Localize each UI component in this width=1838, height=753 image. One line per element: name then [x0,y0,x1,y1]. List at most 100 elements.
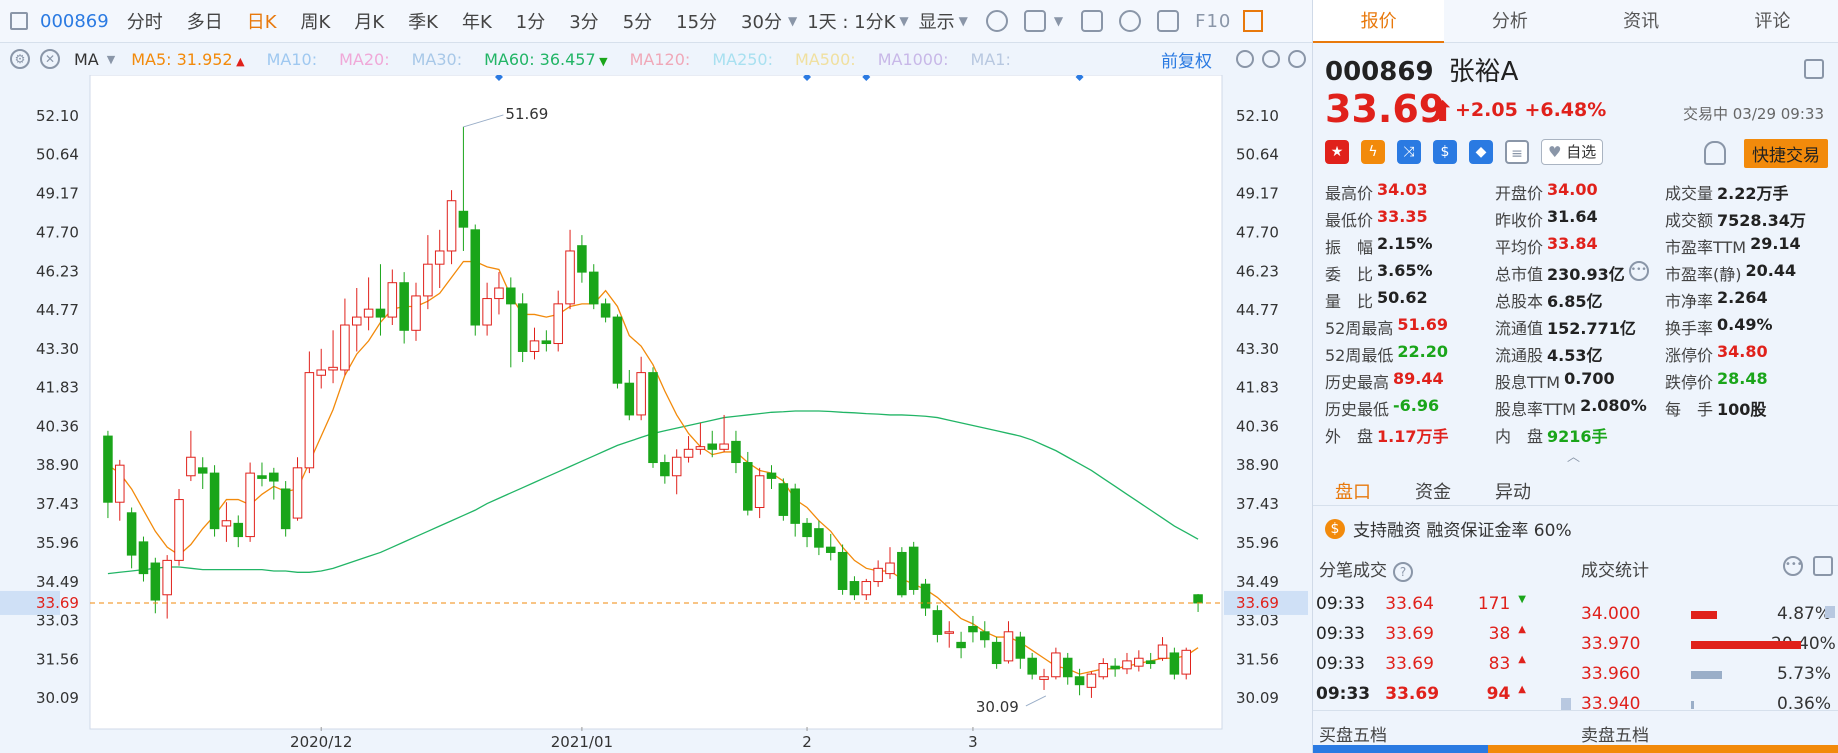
tab-funds[interactable]: 资金 [1415,482,1451,503]
quote-value: 0.49% [1717,314,1773,334]
more-icon[interactable]: ••• [1783,556,1803,576]
zoom-in-icon[interactable] [1288,50,1306,68]
trades-title: 分笔成交? [1319,556,1413,582]
stat-bar [1691,701,1771,709]
close-icon[interactable]: ✕ [40,49,60,69]
quote-cell: 换手率 0.49% [1665,315,1835,339]
tab-3min[interactable]: 3分 [569,12,599,33]
kline-svg[interactable]: 52.10 52.10 50.64 50.64 49.17 49.17 47.70 47.70… [0,75,1312,753]
candle-body [1193,594,1203,604]
quick-trade-button[interactable]: 快捷交易 [1744,139,1828,168]
quote-value: 230.93亿 [1547,264,1625,284]
price-change: +2.05 +6.48% [1455,99,1607,121]
candle-body [482,298,492,326]
y-tick-label-right: 37.43 [1236,495,1279,513]
ma-select[interactable]: MA [74,49,99,69]
china-flag-icon[interactable]: ★ [1325,140,1349,164]
shuffle-icon[interactable]: ⤨ [1397,140,1421,164]
ma10-value: MA10: [266,49,318,69]
fullscreen-icon[interactable] [1157,10,1180,32]
quote-cell: 市盈率TTM 29.14 [1665,234,1835,258]
gear-icon[interactable]: ⚙ [10,49,30,69]
tab-weekly-k[interactable]: 周K [300,12,331,33]
x-tick-label: 2021/01 [551,733,613,751]
tab-monthly-k[interactable]: 月K [354,12,385,33]
tab-yearly-k[interactable]: 年K [461,12,492,33]
chevron-down-icon[interactable]: ▼ [106,52,116,66]
undo-icon[interactable] [1236,50,1254,68]
gear-icon[interactable] [985,10,1008,32]
bell-icon[interactable] [1704,141,1726,165]
high-pointer [463,114,504,128]
panel-toggle-icon[interactable] [1243,10,1264,32]
watchlist-button[interactable]: ♥ 自选 [1541,139,1604,165]
chevron-down-icon[interactable]: ▼ [787,14,798,28]
quote-cell: 股息率TTM 2.080% [1495,396,1665,420]
tab-analysis[interactable]: 分析 [1491,11,1528,32]
scrollbar[interactable] [1561,698,1571,710]
candle-body [340,324,350,371]
window-icon[interactable] [1023,10,1046,32]
high-label: 51.69 [505,105,548,123]
chevron-down-icon[interactable]: ▼ [958,14,968,28]
candle-body [221,520,232,527]
quote-cell: 股息TTM 0.700 [1495,369,1665,393]
quote-cell: 最高价 34.03 [1325,180,1495,204]
period-select[interactable]: 1天 : 1分K [807,12,896,33]
display-menu[interactable]: 显示 [918,12,955,33]
candle-body [1051,652,1061,678]
tab-5min[interactable]: 5分 [622,12,653,33]
up-triangle-icon: ▲ [1518,684,1526,695]
ma120-value: MA120: [629,49,691,69]
camera-icon[interactable] [1081,10,1104,32]
tab-1min[interactable]: 1分 [515,12,546,33]
dollar-icon[interactable]: $ [1433,140,1457,164]
tab-quarterly-k[interactable]: 季K [408,12,438,33]
quote-header: 000869 张裕A 33.69 ⬆ +2.05 +6.48% 交易中 03/2… [1313,43,1838,168]
quote-label: 市盈率TTM [1665,237,1747,257]
candle-body [351,316,362,326]
kline-chart[interactable]: 52.10 52.10 50.64 50.64 49.17 49.17 47.70 47.70… [0,75,1312,753]
stat-row: 33.940 0.36% [1581,694,1831,714]
f10-button[interactable]: F10 [1195,10,1232,32]
tab-quote[interactable]: 报价 [1313,0,1445,43]
document-icon[interactable]: ≡ [1505,140,1529,164]
scrollbar[interactable] [1825,606,1835,618]
candle-body [565,250,575,305]
tab-30min[interactable]: 30分 [741,12,782,33]
collapse-icon[interactable] [1813,556,1833,576]
tab-15min[interactable]: 15分 [676,12,718,33]
candle-body [458,210,469,228]
ma60-value: MA60: 36.457 ▼ [484,49,608,69]
y-tick-label-right: 43.30 [1236,340,1279,358]
expand-icon[interactable]: ︿ [1567,450,1581,465]
zoom-out-icon[interactable] [1262,50,1280,68]
tab-multiday[interactable]: 多日 [186,12,223,33]
pen-icon[interactable] [1119,10,1142,32]
help-icon[interactable]: ? [1393,562,1413,582]
more-icon[interactable]: ••• [1628,260,1649,281]
sidebar-toggle-icon[interactable] [10,12,28,30]
lightning-icon[interactable]: ϟ [1361,140,1385,164]
tab-orderbook[interactable]: 盘口 [1335,482,1371,503]
stat-price: 34.000 [1581,604,1641,624]
tab-daily-k[interactable]: 日K [246,12,277,33]
stat-row: 33.960 5.73% [1581,664,1831,684]
tab-comments[interactable]: 评论 [1754,11,1791,32]
tag-icon[interactable]: ◆ [1469,140,1493,164]
tab-intraday[interactable]: 分时 [126,12,163,33]
quote-cell: 量 比 50.62 [1325,288,1495,312]
candle-body [1086,673,1097,688]
quote-value: 89.44 [1393,368,1444,388]
chevron-down-icon[interactable]: ▼ [1053,14,1064,28]
adjust-button[interactable]: 前复权 [1161,51,1212,72]
chevron-down-icon[interactable]: ▼ [899,14,909,28]
quote-cell: 外 盘 1.17万手 [1325,423,1495,447]
tab-movement[interactable]: 异动 [1495,482,1531,503]
menu-icon[interactable] [1804,59,1824,79]
ma250-value: MA250: [712,49,773,69]
tab-news[interactable]: 资讯 [1623,11,1660,32]
heart-icon: ♥ [1548,143,1562,161]
candle-body [932,610,943,635]
